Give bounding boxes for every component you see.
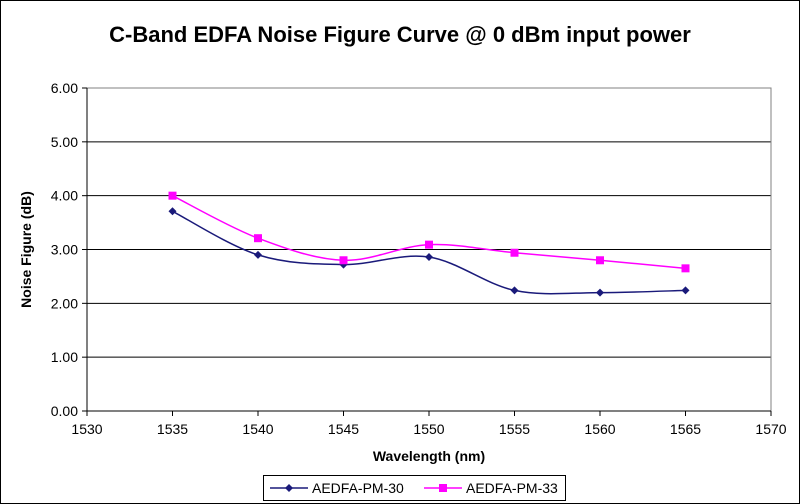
data-point-aedfa-pm-33: [168, 191, 177, 200]
series-aedfa-pm-30: [168, 207, 690, 297]
x-tick-label: 1540: [242, 421, 273, 437]
data-point-aedfa-pm-33: [596, 256, 604, 265]
y-tick-label: 4.00: [51, 188, 78, 204]
series-aedfa-pm-33: [168, 191, 690, 273]
legend-item-aedfa-pm-33: AEDFA-PM-33: [424, 476, 558, 500]
data-point-aedfa-pm-30: [681, 286, 690, 295]
data-point-aedfa-pm-30: [168, 207, 177, 216]
axes: 0.00 1.00 2.00 3.00 4.00 5.00 6.00 1530 1535 1540…: [51, 80, 787, 437]
x-tick-label: 1550: [413, 421, 444, 437]
data-point-aedfa-pm-30: [510, 286, 519, 295]
y-tick-label: 1.00: [51, 349, 78, 365]
y-tick-label: 0.00: [51, 403, 78, 419]
grid-lines: [87, 87, 771, 358]
legend-swatch-aedfa-pm-30: [270, 484, 308, 492]
data-point-aedfa-pm-30: [425, 253, 433, 262]
x-tick-label: 1530: [71, 421, 102, 437]
data-point-aedfa-pm-33: [681, 264, 690, 273]
data-point-aedfa-pm-33: [254, 234, 262, 243]
y-tick-label: 6.00: [51, 80, 78, 96]
legend-swatch-aedfa-pm-33: [424, 484, 462, 492]
y-axis-title: Noise Figure (dB): [18, 191, 34, 308]
x-tick-label: 1545: [328, 421, 359, 437]
y-tick-label: 5.00: [51, 134, 78, 150]
legend-label-aedfa-pm-30: AEDFA-PM-30: [312, 480, 404, 496]
legend-label-aedfa-pm-33: AEDFA-PM-33: [466, 480, 558, 496]
series-line-aedfa-pm-30: [172, 210, 686, 295]
data-point-aedfa-pm-33: [339, 256, 348, 265]
x-tick-label: 1570: [755, 421, 786, 437]
data-point-aedfa-pm-33: [510, 248, 519, 257]
y-tick-label: 3.00: [51, 242, 78, 258]
x-tick-label: 1555: [499, 421, 530, 437]
data-point-aedfa-pm-30: [596, 288, 604, 297]
chart-title: C-Band EDFA Noise Figure Curve @ 0 dBm i…: [109, 22, 691, 47]
x-tick-label: 1535: [157, 421, 188, 437]
x-axis-title: Wavelength (nm): [373, 448, 485, 464]
x-tick-label: 1560: [584, 421, 615, 437]
series-layer: [168, 191, 690, 297]
legend: AEDFA-PM-30 AEDFA-PM-33: [263, 475, 566, 501]
data-point-aedfa-pm-33: [425, 240, 433, 249]
x-tick-label: 1565: [670, 421, 701, 437]
y-tick-label: 2.00: [51, 295, 78, 311]
data-point-aedfa-pm-30: [254, 250, 262, 259]
legend-item-aedfa-pm-30: AEDFA-PM-30: [270, 476, 404, 500]
